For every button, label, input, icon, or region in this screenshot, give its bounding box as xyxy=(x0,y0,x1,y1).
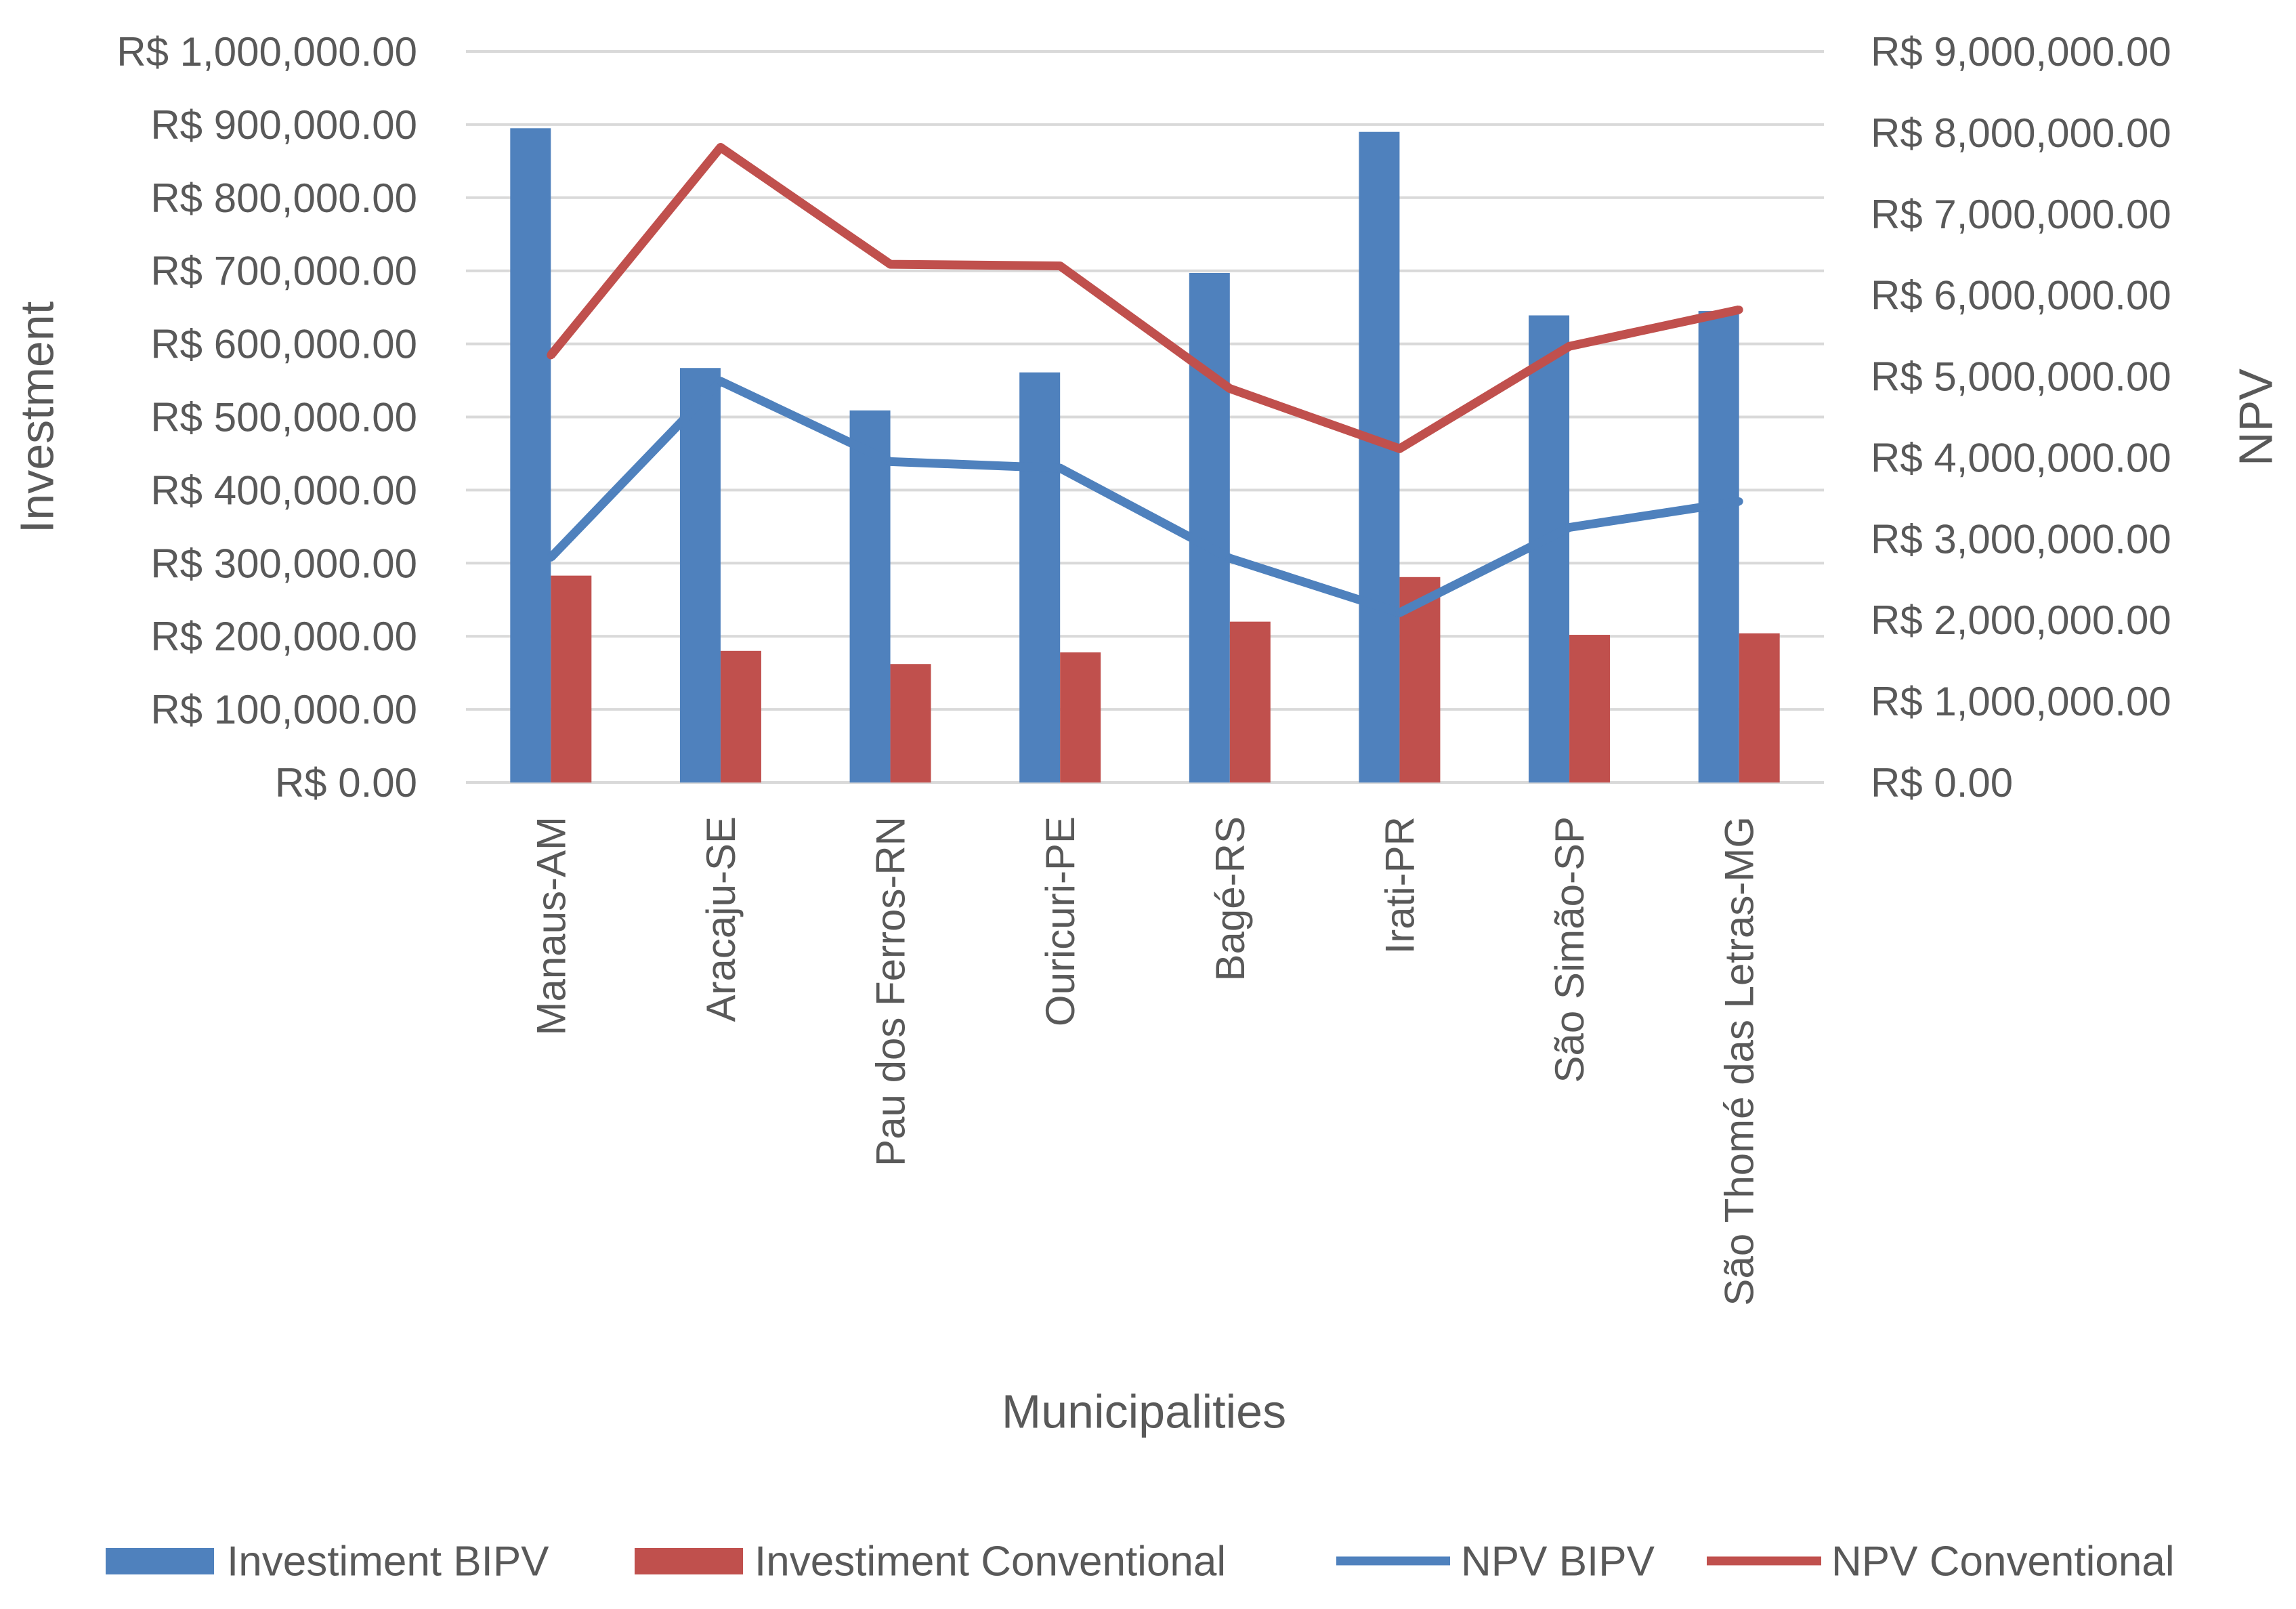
gridlines xyxy=(466,50,1824,784)
line-marks xyxy=(547,143,1743,617)
y-tick-label: R$ 300,000.00 xyxy=(150,541,417,586)
x-tick-label: Manaus-AM xyxy=(528,816,574,1035)
bar-investiment-bipv-sao-thome-das-letras-mg xyxy=(1698,311,1739,782)
point-npv-conventional-irati-pr xyxy=(1395,444,1404,453)
bar-investiment-bipv-ouricuri-pe xyxy=(1019,372,1061,782)
bar-investiment-bipv-aracaju-se xyxy=(679,368,721,782)
y-tick-label: R$ 900,000.00 xyxy=(150,102,417,148)
x-axis-title: Municipalities xyxy=(1002,1385,1286,1438)
y2-tick-label: R$ 2,000,000.00 xyxy=(1871,598,2171,643)
y-tick-label: R$ 500,000.00 xyxy=(150,395,417,440)
bar-investiment-bipv-manaus-am xyxy=(510,128,551,783)
legend-label-npv-bipv: NPV BIPV xyxy=(1461,1539,1655,1585)
y2-tick-label: R$ 6,000,000.00 xyxy=(1871,273,2171,318)
point-npv-bipv-aracaju-se xyxy=(716,377,725,385)
legend-swatch-investiment-bipv xyxy=(106,1548,214,1574)
point-npv-conventional-sao-simao-sp xyxy=(1565,342,1574,351)
y-tick-label: R$ 600,000.00 xyxy=(150,322,417,367)
y-axis-title: Investment xyxy=(11,301,64,533)
bar-investiment-bipv-bage-rs xyxy=(1189,272,1230,782)
x-tick-label: Pau dos Ferros-RN xyxy=(868,816,914,1167)
bar-marks xyxy=(510,128,1780,783)
x-tick-label: Bagé-RS xyxy=(1208,816,1253,981)
point-npv-conventional-aracaju-se xyxy=(716,143,725,152)
y-tick-label: R$ 1,000,000.00 xyxy=(116,29,417,75)
y2-axis-title: NPV xyxy=(2230,369,2282,466)
line-npv-conventional xyxy=(547,143,1741,453)
legend-label-investiment-conventional: Investiment Conventional xyxy=(754,1539,1226,1585)
point-npv-conventional-manaus-am xyxy=(547,351,555,360)
point-npv-bipv-ouricuri-pe xyxy=(1056,464,1065,473)
x-tick-label: Ouricuri-PE xyxy=(1038,816,1083,1026)
point-npv-bipv-bage-rs xyxy=(1225,554,1234,563)
y-tick-label: R$ 800,000.00 xyxy=(150,175,417,221)
x-tick-label: São Thomé das Letras-MG xyxy=(1717,816,1762,1306)
point-npv-bipv-pau-dos-ferros-rn xyxy=(886,457,895,466)
bar-investiment-conventional-manaus-am xyxy=(551,575,592,782)
y-tick-label: R$ 700,000.00 xyxy=(150,249,417,294)
y2-tick-label: R$ 7,000,000.00 xyxy=(1871,192,2171,237)
legend-item-investiment-conventional: Investiment Conventional xyxy=(635,1539,1226,1585)
bar-investiment-conventional-pau-dos-ferros-rn xyxy=(890,664,931,782)
bar-investiment-bipv-pau-dos-ferros-rn xyxy=(849,410,891,782)
point-npv-bipv-sao-simao-sp xyxy=(1565,523,1574,532)
x-tick-label: São Simão-SP xyxy=(1547,816,1592,1083)
x-tick-label: Irati-PR xyxy=(1377,816,1422,954)
y2-tick-label: R$ 5,000,000.00 xyxy=(1871,354,2171,400)
y-tick-label: R$ 100,000.00 xyxy=(150,687,417,732)
bar-investiment-conventional-sao-thome-das-letras-mg xyxy=(1739,633,1780,782)
y2-tick-label: R$ 0.00 xyxy=(1871,760,2013,806)
y-tick-label: R$ 0.00 xyxy=(275,760,417,806)
bar-investiment-conventional-ouricuri-pe xyxy=(1060,652,1101,782)
y-tick-label: R$ 200,000.00 xyxy=(150,614,417,659)
bar-investiment-conventional-bage-rs xyxy=(1229,621,1271,782)
legend-item-investiment-bipv: Investiment BIPV xyxy=(106,1539,549,1585)
point-npv-bipv-sao-thome-das-letras-mg xyxy=(1735,497,1743,506)
point-npv-conventional-pau-dos-ferros-rn xyxy=(886,260,895,269)
y-tick-label: R$ 400,000.00 xyxy=(150,467,417,513)
point-npv-conventional-ouricuri-pe xyxy=(1056,262,1065,270)
x-tick-label: Aracaju-SE xyxy=(698,816,744,1022)
y2-tick-label: R$ 3,000,000.00 xyxy=(1871,516,2171,562)
point-npv-conventional-bage-rs xyxy=(1225,384,1234,393)
legend-swatch-investiment-conventional xyxy=(635,1548,743,1574)
y2-tick-label: R$ 9,000,000.00 xyxy=(1871,29,2171,75)
bar-investiment-bipv-irati-pr xyxy=(1359,131,1400,782)
line-npv-bipv xyxy=(547,377,1740,617)
y2-tick-label: R$ 8,000,000.00 xyxy=(1871,110,2171,156)
bar-investiment-conventional-aracaju-se xyxy=(720,650,761,782)
legend-label-npv-conventional: NPV Conventional xyxy=(1831,1539,2175,1585)
legend-item-npv-bipv: NPV BIPV xyxy=(1336,1539,1655,1585)
point-npv-conventional-sao-thome-das-letras-mg xyxy=(1735,306,1743,314)
y2-tick-label: R$ 4,000,000.00 xyxy=(1871,435,2171,480)
legend-item-npv-conventional: NPV Conventional xyxy=(1707,1539,2175,1585)
point-npv-bipv-manaus-am xyxy=(547,553,555,562)
legend: Investiment BIPV Investiment Conventiona… xyxy=(106,1539,2175,1585)
point-npv-bipv-irati-pr xyxy=(1395,608,1404,617)
bar-investiment-conventional-sao-simao-sp xyxy=(1569,635,1611,782)
axis-labels: R$ 0.00 R$ 100,000.00 R$ 200,000.00 R$ 300,… xyxy=(116,29,2171,1306)
y2-tick-label: R$ 1,000,000.00 xyxy=(1871,679,2171,724)
legend-label-investiment-bipv: Investiment BIPV xyxy=(227,1539,549,1585)
